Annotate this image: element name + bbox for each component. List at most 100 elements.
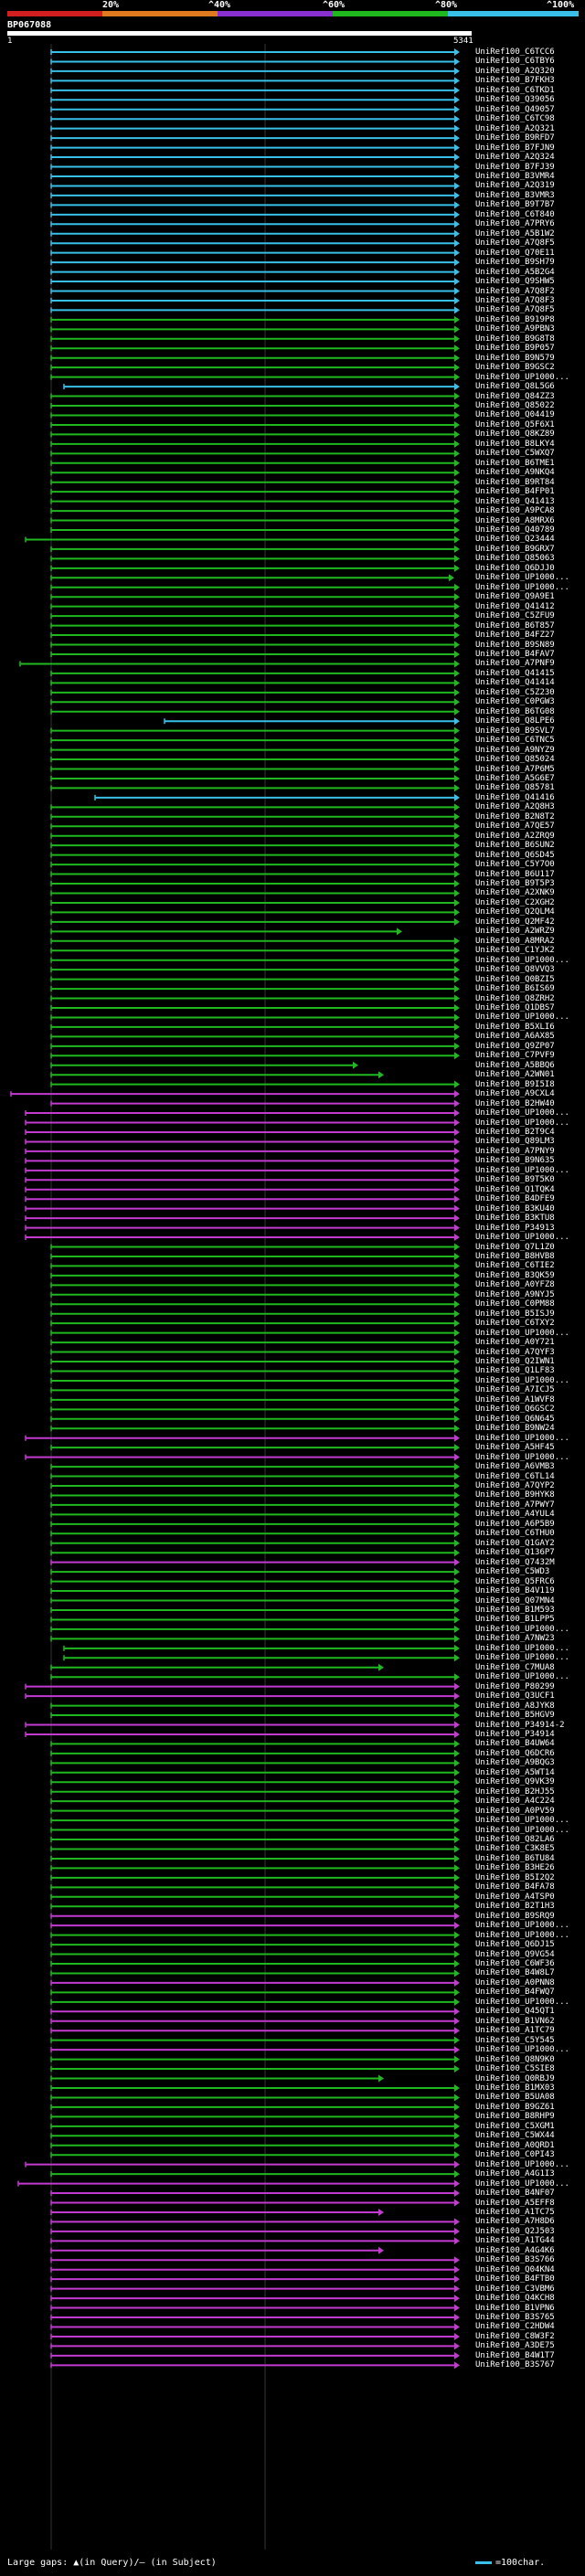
hit-label[interactable]: UniRef100_B4UW64 [475,1739,555,1749]
hit-label[interactable]: UniRef100_Q7432M [475,1557,555,1567]
hit-label[interactable]: UniRef100_C6TBY6 [475,57,555,67]
hit-label[interactable]: UniRef100_Q6DJ15 [475,1940,555,1950]
hit-label[interactable]: UniRef100_A1TG44 [475,2236,555,2246]
hit-label[interactable]: UniRef100_A2Q324 [475,153,555,163]
hit-label[interactable]: UniRef100_B9G8T8 [475,334,555,344]
hit-label[interactable]: UniRef100_Q45QT1 [475,2007,555,2017]
hit-label[interactable]: UniRef100_Q5F6X1 [475,419,555,429]
hit-label[interactable]: UniRef100_A2Q319 [475,181,555,191]
hit-label[interactable]: UniRef100_UP1000... [475,1328,569,1338]
hit-label[interactable]: UniRef100_B4FAV7 [475,649,555,659]
hit-label[interactable]: UniRef100_B6IS69 [475,984,555,994]
hit-label[interactable]: UniRef100_Q6DCR6 [475,1748,555,1758]
hit-label[interactable]: UniRef100_B9T5P3 [475,879,555,889]
hit-label[interactable]: UniRef100_UP1000... [475,1165,569,1175]
hit-label[interactable]: UniRef100_B5I2Q2 [475,1872,555,1882]
hit-label[interactable]: UniRef100_A0PNN8 [475,1977,555,1988]
hit-label[interactable]: UniRef100_A5G6E7 [475,773,555,783]
hit-label[interactable]: UniRef100_A9NKQ4 [475,468,555,478]
hit-label[interactable]: UniRef100_A5BBQ6 [475,1060,555,1070]
hit-label[interactable]: UniRef100_UP1000... [475,1653,569,1663]
hit-label[interactable]: UniRef100_Q39056 [475,95,555,105]
hit-label[interactable]: UniRef100_C7PVF9 [475,1051,555,1061]
hit-label[interactable]: UniRef100_A1WVF8 [475,1394,555,1405]
hit-label[interactable]: UniRef100_A6AX85 [475,1032,555,1042]
hit-label[interactable]: UniRef100_UP1000... [475,1816,569,1826]
hit-label[interactable]: UniRef100_A0YFZ8 [475,1280,555,1290]
hit-label[interactable]: UniRef100_Q1GAY2 [475,1538,555,1548]
hit-label[interactable]: UniRef100_A7Q8F5 [475,305,555,315]
hit-label[interactable]: UniRef100_Q3UCF1 [475,1691,555,1701]
hit-label[interactable]: UniRef100_A9NYZ9 [475,745,555,755]
hit-label[interactable]: UniRef100_Q85063 [475,554,555,564]
hit-label[interactable]: UniRef100_A5HF45 [475,1443,555,1453]
hit-label[interactable]: UniRef100_A0Y721 [475,1338,555,1348]
hit-label[interactable]: UniRef100_UP1000... [475,1433,569,1443]
hit-label[interactable]: UniRef100_A4G4K6 [475,2245,555,2255]
hit-label[interactable]: UniRef100_C1YJK2 [475,946,555,956]
hit-label[interactable]: UniRef100_B4FP01 [475,487,555,497]
hit-label[interactable]: UniRef100_C5Y545 [475,2035,555,2045]
hit-label[interactable]: UniRef100_C6TC98 [475,114,555,124]
hit-label[interactable]: UniRef100_C0PM88 [475,1299,555,1309]
hit-label[interactable]: UniRef100_C2HDW4 [475,2322,555,2332]
hit-label[interactable]: UniRef100_B3KTU8 [475,1214,555,1224]
hit-label[interactable]: UniRef100_Q136P7 [475,1548,555,1558]
hit-label[interactable]: UniRef100_Q4KCH8 [475,2294,555,2304]
hit-label[interactable]: UniRef100_A9CXL4 [475,1089,555,1099]
hit-label[interactable]: UniRef100_A2Q320 [475,66,555,76]
hit-label[interactable]: UniRef100_Q8LPE6 [475,716,555,726]
hit-label[interactable]: UniRef100_Q8N9K0 [475,2054,555,2064]
hit-label[interactable]: UniRef100_B9T5K0 [475,1175,555,1185]
hit-label[interactable]: UniRef100_UP1000... [475,1233,569,1243]
hit-label[interactable]: UniRef100_B8RHP9 [475,2112,555,2122]
hit-label[interactable]: UniRef100_B4W1T7 [475,2350,555,2360]
hit-label[interactable]: UniRef100_Q41416 [475,792,555,802]
hit-label[interactable]: UniRef100_A8MRA2 [475,936,555,946]
hit-label[interactable]: UniRef100_A4G1I3 [475,2169,555,2179]
hit-label[interactable]: UniRef100_B9RFD7 [475,133,555,143]
hit-label[interactable]: UniRef100_A0PV59 [475,1806,555,1816]
hit-label[interactable]: UniRef100_B3S767 [475,2360,555,2370]
hit-label[interactable]: UniRef100_Q8ZRH2 [475,993,555,1003]
hit-label[interactable]: UniRef100_A2ZRQ9 [475,831,555,841]
hit-label[interactable]: UniRef100_C5Z230 [475,687,555,697]
hit-label[interactable]: UniRef100_UP1000... [475,1825,569,1835]
hit-label[interactable]: UniRef100_Q41415 [475,668,555,678]
hit-label[interactable]: UniRef100_UP1000... [475,1997,569,2007]
hit-label[interactable]: UniRef100_B7FJN9 [475,143,555,153]
hit-label[interactable]: UniRef100_B919P8 [475,314,555,324]
hit-label[interactable]: UniRef100_UP1000... [475,1672,569,1682]
hit-label[interactable]: UniRef100_Q6SD45 [475,850,555,860]
hit-label[interactable]: UniRef100_UP1000... [475,955,569,965]
hit-label[interactable]: UniRef100_B6U117 [475,869,555,879]
hit-label[interactable]: UniRef100_Q49057 [475,104,555,114]
hit-label[interactable]: UniRef100_B9RT84 [475,477,555,487]
hit-label[interactable]: UniRef100_Q85022 [475,401,555,411]
hit-label[interactable]: UniRef100_A7Q8F5 [475,239,555,249]
hit-label[interactable]: UniRef100_A2WRZ9 [475,927,555,937]
hit-label[interactable]: UniRef100_Q23444 [475,535,555,545]
hit-label[interactable]: UniRef100_Q1TQK4 [475,1184,555,1194]
hit-label[interactable]: UniRef100_UP1000... [475,1108,569,1118]
hit-label[interactable]: UniRef100_A7ICJ5 [475,1385,555,1395]
hit-label[interactable]: UniRef100_A2Q8H3 [475,802,555,812]
hit-label[interactable]: UniRef100_B7FKH3 [475,76,555,86]
hit-label[interactable]: UniRef100_Q6GSC2 [475,1405,555,1415]
hit-label[interactable]: UniRef100_B9SRQ9 [475,1911,555,1921]
hit-label[interactable]: UniRef100_B2HJ55 [475,1786,555,1797]
hit-label[interactable]: UniRef100_Q04KN4 [475,2264,555,2274]
hit-label[interactable]: UniRef100_C5SIE8 [475,2064,555,2074]
hit-label[interactable]: UniRef100_A6VMB3 [475,1462,555,1472]
hit-label[interactable]: UniRef100_Q2J503 [475,2226,555,2236]
hit-label[interactable]: UniRef100_A4C224 [475,1797,555,1807]
hit-label[interactable]: UniRef100_C6WF36 [475,1959,555,1968]
hit-label[interactable]: UniRef100_B5ISJ9 [475,1309,555,1319]
hit-label[interactable]: UniRef100_A4YUL4 [475,1510,555,1520]
hit-label[interactable]: UniRef100_UP1000... [475,2045,569,2055]
hit-label[interactable]: UniRef100_B9NW24 [475,1424,555,1434]
hit-label[interactable]: UniRef100_A2WN01 [475,1070,555,1080]
hit-label[interactable]: UniRef100_UP1000... [475,1118,569,1128]
hit-label[interactable]: UniRef100_C5ZFU9 [475,611,555,621]
hit-label[interactable]: UniRef100_Q1LF83 [475,1366,555,1376]
